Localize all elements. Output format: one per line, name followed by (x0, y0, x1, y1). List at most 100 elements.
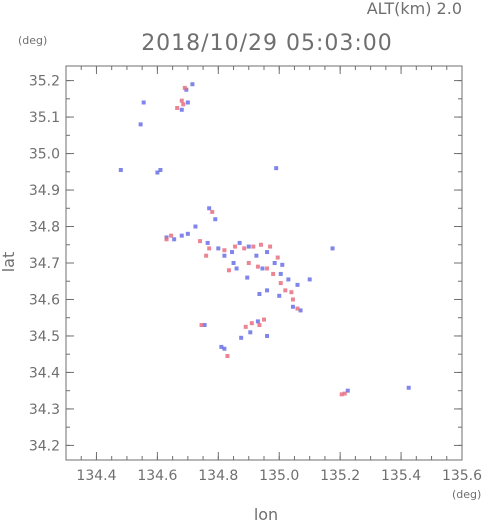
data-point-positive (342, 391, 347, 396)
data-point-positive (289, 290, 294, 295)
data-point-negative (234, 266, 239, 271)
data-point-positive (164, 237, 169, 242)
data-point-negative (141, 100, 146, 105)
data-point-negative (257, 292, 262, 297)
data-point-negative (239, 335, 244, 340)
data-point-positive (283, 288, 288, 293)
data-point-positive (271, 271, 276, 276)
data-point-positive (207, 246, 212, 251)
data-point-negative (406, 385, 411, 390)
y-tick-label: 34.5 (29, 329, 60, 345)
data-point-negative (286, 277, 291, 282)
data-point-negative (254, 253, 259, 258)
data-point-negative (265, 250, 270, 255)
y-unit-label: (deg) (18, 34, 47, 47)
data-point-negative (138, 122, 143, 127)
x-tick-label: 135.4 (381, 468, 421, 484)
data-point-positive (181, 102, 186, 107)
data-point-negative (265, 333, 270, 338)
y-tick-label: 34.9 (29, 183, 60, 199)
data-point-negative (202, 323, 207, 328)
data-point-negative (219, 344, 224, 349)
data-point-negative (118, 167, 123, 172)
y-axis-title: lat (0, 252, 18, 273)
data-point-negative (237, 240, 242, 245)
y-tick-label: 35.0 (29, 147, 60, 163)
data-points (118, 82, 411, 397)
x-tick-label: 134.4 (76, 468, 116, 484)
x-axis-title: lon (254, 505, 278, 521)
data-point-positive (246, 261, 251, 265)
data-point-negative (230, 250, 235, 255)
y-tick-label: 34.8 (29, 220, 60, 236)
data-point-positive (242, 246, 247, 251)
data-point-positive (226, 268, 231, 273)
data-point-negative (213, 217, 218, 222)
data-point-negative (246, 244, 251, 249)
data-point-negative (231, 261, 236, 265)
data-point-negative (280, 262, 285, 267)
data-point-positive (233, 244, 238, 249)
y-tick-label: 34.4 (29, 365, 60, 381)
data-point-negative (205, 240, 210, 245)
data-point-positive (268, 244, 273, 249)
data-point-positive (175, 105, 180, 110)
data-point-negative (245, 275, 250, 280)
data-point-negative (185, 100, 190, 105)
y-tick-label: 35.1 (29, 110, 60, 126)
x-tick-label: 135.0 (259, 468, 299, 484)
data-point-negative (193, 224, 198, 229)
data-point-positive (255, 264, 260, 269)
data-point-positive (199, 323, 204, 328)
data-point-negative (277, 293, 282, 298)
data-point-positive (204, 253, 209, 258)
data-point-negative (179, 233, 184, 238)
x-unit-label: (deg) (452, 488, 481, 501)
data-point-negative (172, 237, 177, 242)
data-point-negative (265, 288, 270, 293)
data-point-negative (158, 167, 163, 172)
data-point-positive (257, 323, 262, 328)
data-point-positive (258, 242, 263, 247)
data-point-negative (295, 282, 300, 287)
data-point-negative (290, 304, 295, 309)
x-tick-label: 134.8 (198, 468, 238, 484)
data-point-negative (190, 82, 195, 87)
data-point-positive (251, 244, 256, 249)
data-point-positive (198, 239, 203, 244)
data-point-positive (262, 317, 266, 322)
data-point-positive (278, 281, 283, 286)
data-point-negative (255, 319, 260, 324)
data-point-negative (278, 271, 283, 276)
data-point-positive (290, 297, 295, 302)
plot-frame (65, 65, 463, 461)
axis-ticks: 134.4 134.6 134.8 135.0 135.2 135.4 135.6 34.2 3… (29, 66, 482, 484)
data-point-positive (339, 392, 344, 397)
data-point-positive (169, 233, 174, 238)
data-point-positive (179, 98, 184, 103)
data-point-negative (207, 206, 212, 211)
data-point-negative (185, 231, 190, 236)
x-tick-label: 135.2 (320, 468, 360, 484)
data-point-positive (243, 324, 248, 329)
y-tick-label: 35.2 (29, 74, 60, 90)
data-point-positive (222, 248, 227, 253)
y-tick-label: 34.7 (29, 256, 60, 272)
data-point-positive (275, 255, 280, 260)
data-point-negative (307, 277, 312, 282)
y-tick-label: 34.2 (29, 438, 60, 454)
data-point-positive (210, 209, 215, 214)
chart-title: 2018/10/29 05:03:00 (141, 31, 393, 56)
data-point-negative (272, 261, 277, 265)
data-point-negative (274, 166, 279, 171)
data-point-negative (345, 388, 350, 393)
data-point-negative (248, 330, 253, 335)
data-point-negative (260, 266, 265, 271)
data-point-negative (330, 246, 335, 251)
y-tick-label: 34.3 (29, 402, 60, 418)
data-point-negative (222, 253, 227, 258)
data-point-positive (182, 85, 187, 90)
data-point-positive (225, 354, 230, 359)
data-point-negative (155, 170, 160, 175)
